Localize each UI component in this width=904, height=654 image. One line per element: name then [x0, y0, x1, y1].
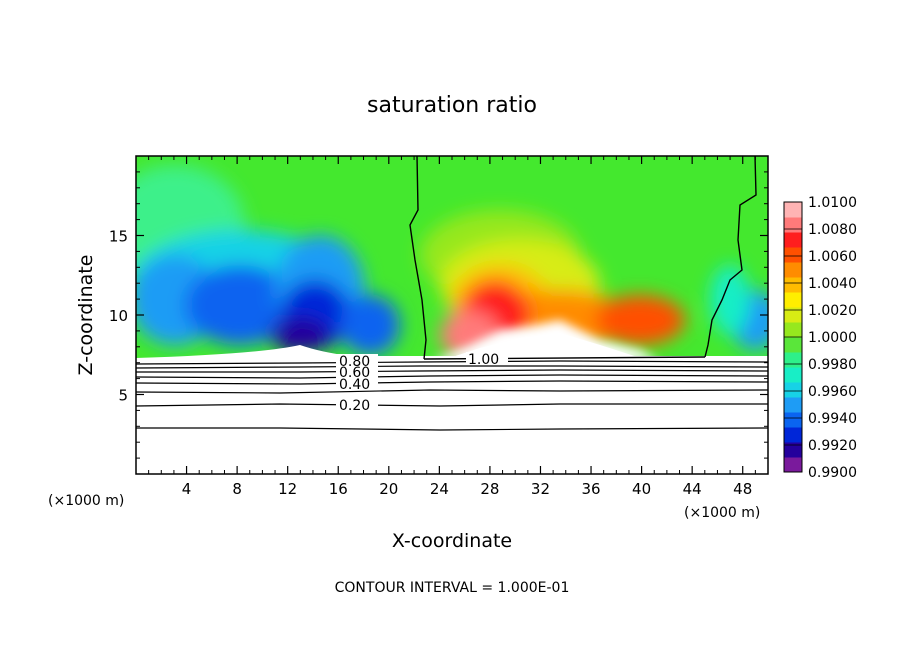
contour-label-1-00: 1.00	[468, 352, 499, 368]
colorbar-swatch	[784, 322, 802, 338]
plot-area	[136, 156, 768, 474]
x-tick-label: 24	[430, 480, 449, 498]
x-tick-label: 36	[581, 480, 600, 498]
contour-1-00-right	[704, 156, 757, 358]
colorbar-swatch	[784, 367, 802, 383]
colorbar-swatch	[784, 412, 802, 428]
x-tick-label: 32	[531, 480, 550, 498]
x-tick-label: 44	[683, 480, 702, 498]
x-tick-label: 40	[632, 480, 651, 498]
colorbar-label: 1.0000	[808, 330, 857, 346]
y-axis-label: Z-coordinate	[75, 255, 97, 376]
x-tick-label: 16	[329, 480, 348, 498]
colorbar-swatch	[784, 217, 802, 233]
colorbar-label: 0.9920	[808, 438, 857, 454]
contour-label-0-20: 0.20	[339, 398, 370, 414]
colorbar-label: 0.9940	[808, 411, 857, 427]
x-tick-label: 20	[379, 480, 398, 498]
colorbar-swatch	[784, 307, 802, 323]
colorbar-swatch	[784, 292, 802, 308]
colorbar-swatch	[784, 202, 802, 218]
x-unit-label-right: (×1000 m)	[684, 505, 760, 521]
colorbar-swatch	[784, 247, 802, 263]
x-tick-label: 48	[733, 480, 752, 498]
x-tick-label: 12	[278, 480, 297, 498]
y-tick-label: 5	[118, 387, 128, 405]
contour-lines	[136, 360, 768, 431]
y-tick-label: 10	[109, 307, 128, 325]
colorbar-swatch	[784, 397, 802, 413]
chart-title: saturation ratio	[367, 93, 537, 118]
colorbar-label: 0.9960	[808, 384, 857, 400]
footer-text: CONTOUR INTERVAL = 1.000E-01	[335, 580, 570, 596]
colorbar-swatch	[784, 427, 802, 443]
colorbar-label: 0.9900	[808, 465, 857, 481]
x-tick-label: 8	[232, 480, 242, 498]
colorbar-label: 1.0020	[808, 303, 857, 319]
contour-label-group: 0.80 0.60 0.40 0.20 1.00	[336, 352, 508, 414]
colorbar-swatch	[784, 232, 802, 248]
colorbar-swatch	[784, 337, 802, 353]
x-axis-label: X-coordinate	[392, 530, 512, 552]
y-tick-label: 15	[109, 228, 128, 246]
colorbar-label: 0.9980	[808, 357, 857, 373]
contour-label-0-40: 0.40	[339, 377, 370, 393]
x-tick-label: 4	[182, 480, 192, 498]
colorbar-swatch	[784, 262, 802, 278]
x-unit-label: (×1000 m)	[48, 493, 124, 509]
colorbar-label: 1.0040	[808, 276, 857, 292]
colorbar-swatch	[784, 442, 802, 458]
contour-1-00-left	[409, 156, 427, 360]
colorbar-label: 1.0060	[808, 249, 857, 265]
colorbar-swatch	[784, 352, 802, 368]
x-tick-label: 28	[480, 480, 499, 498]
colorbar: 1.0100 1.0080 1.0060 1.0040 1.0020 1.0000 0.99…	[783, 195, 857, 481]
colorbar-swatch	[784, 457, 802, 473]
colorbar-swatch	[784, 382, 802, 398]
colorbar-label: 1.0100	[808, 195, 857, 211]
colorbar-swatch	[784, 277, 802, 293]
colorbar-label: 1.0080	[808, 222, 857, 238]
